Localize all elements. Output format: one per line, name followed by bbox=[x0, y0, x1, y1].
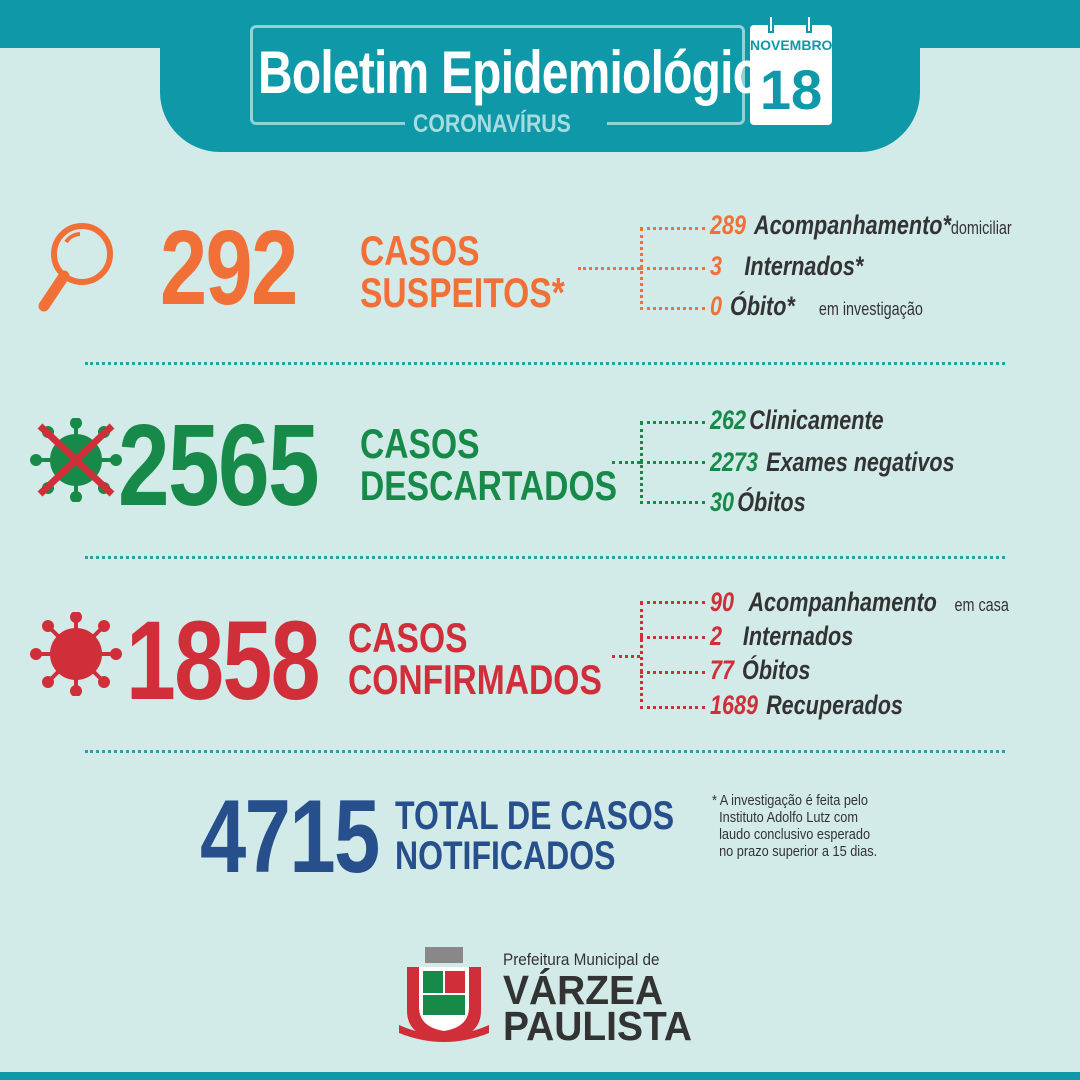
crossed-virus-icon bbox=[30, 418, 122, 502]
connector bbox=[612, 655, 640, 658]
footer-city: VÁRZEA PAULISTA bbox=[503, 967, 692, 1049]
calendar-day: 18 bbox=[759, 58, 823, 121]
descartados-total: 2565 bbox=[118, 400, 320, 530]
coat-of-arms-logo bbox=[399, 947, 489, 1042]
connector bbox=[640, 461, 705, 464]
connector bbox=[640, 421, 705, 424]
divider bbox=[85, 362, 1005, 365]
footnote: * A investigação é feita pelo Instituto … bbox=[712, 792, 878, 860]
suspeitos-item: 289 Acompanhamento*domiciliar bbox=[710, 210, 1012, 240]
connector bbox=[612, 461, 640, 464]
footer-band bbox=[0, 1072, 1080, 1080]
divider bbox=[85, 750, 1005, 753]
connector bbox=[640, 636, 705, 639]
virus-icon bbox=[30, 612, 122, 696]
suspeitos-total: 292 bbox=[160, 209, 298, 327]
suspeitos-label: CASOS SUSPEITOS* bbox=[360, 227, 565, 316]
connector bbox=[640, 706, 705, 709]
confirmados-item: 77 Óbitos bbox=[710, 655, 811, 685]
total-label: TOTAL DE CASOS NOTIFICADOS bbox=[395, 794, 675, 878]
connector bbox=[640, 267, 705, 270]
divider bbox=[85, 556, 1005, 559]
confirmados-label: CASOS CONFIRMADOS bbox=[348, 614, 602, 703]
descartados-item: 30 Óbitos bbox=[710, 487, 806, 517]
confirmados-item: 1689 Recuperados bbox=[710, 690, 903, 720]
total-value: 4715 bbox=[200, 779, 380, 895]
page-title: Boletim Epidemiológico bbox=[258, 39, 788, 106]
connector bbox=[640, 501, 705, 504]
confirmados-item: 2 Internados bbox=[710, 621, 854, 651]
suspeitos-item: 0 Óbito* em investigação bbox=[710, 291, 923, 321]
connector bbox=[640, 307, 705, 310]
confirmados-total: 1858 bbox=[126, 598, 321, 723]
confirmados-item: 90 Acompanhamento em casa bbox=[710, 587, 1009, 617]
connector bbox=[640, 602, 643, 709]
descartados-item: 2273 Exames negativos bbox=[710, 447, 955, 477]
page-subtitle: CORONAVÍRUS bbox=[405, 110, 607, 139]
descartados-item: 262 Clinicamente bbox=[710, 405, 884, 435]
connector bbox=[578, 267, 640, 270]
magnifier-icon bbox=[38, 223, 113, 312]
calendar-month: NOVEMBRO bbox=[750, 37, 833, 53]
footer-prefix: Prefeitura Municipal de bbox=[503, 950, 660, 969]
connector bbox=[640, 601, 705, 604]
connector bbox=[640, 671, 705, 674]
descartados-label: CASOS DESCARTADOS bbox=[360, 420, 617, 509]
connector bbox=[640, 227, 705, 230]
suspeitos-item: 3 Internados* bbox=[710, 251, 864, 281]
calendar-icon: NOVEMBRO 18 bbox=[750, 15, 833, 125]
